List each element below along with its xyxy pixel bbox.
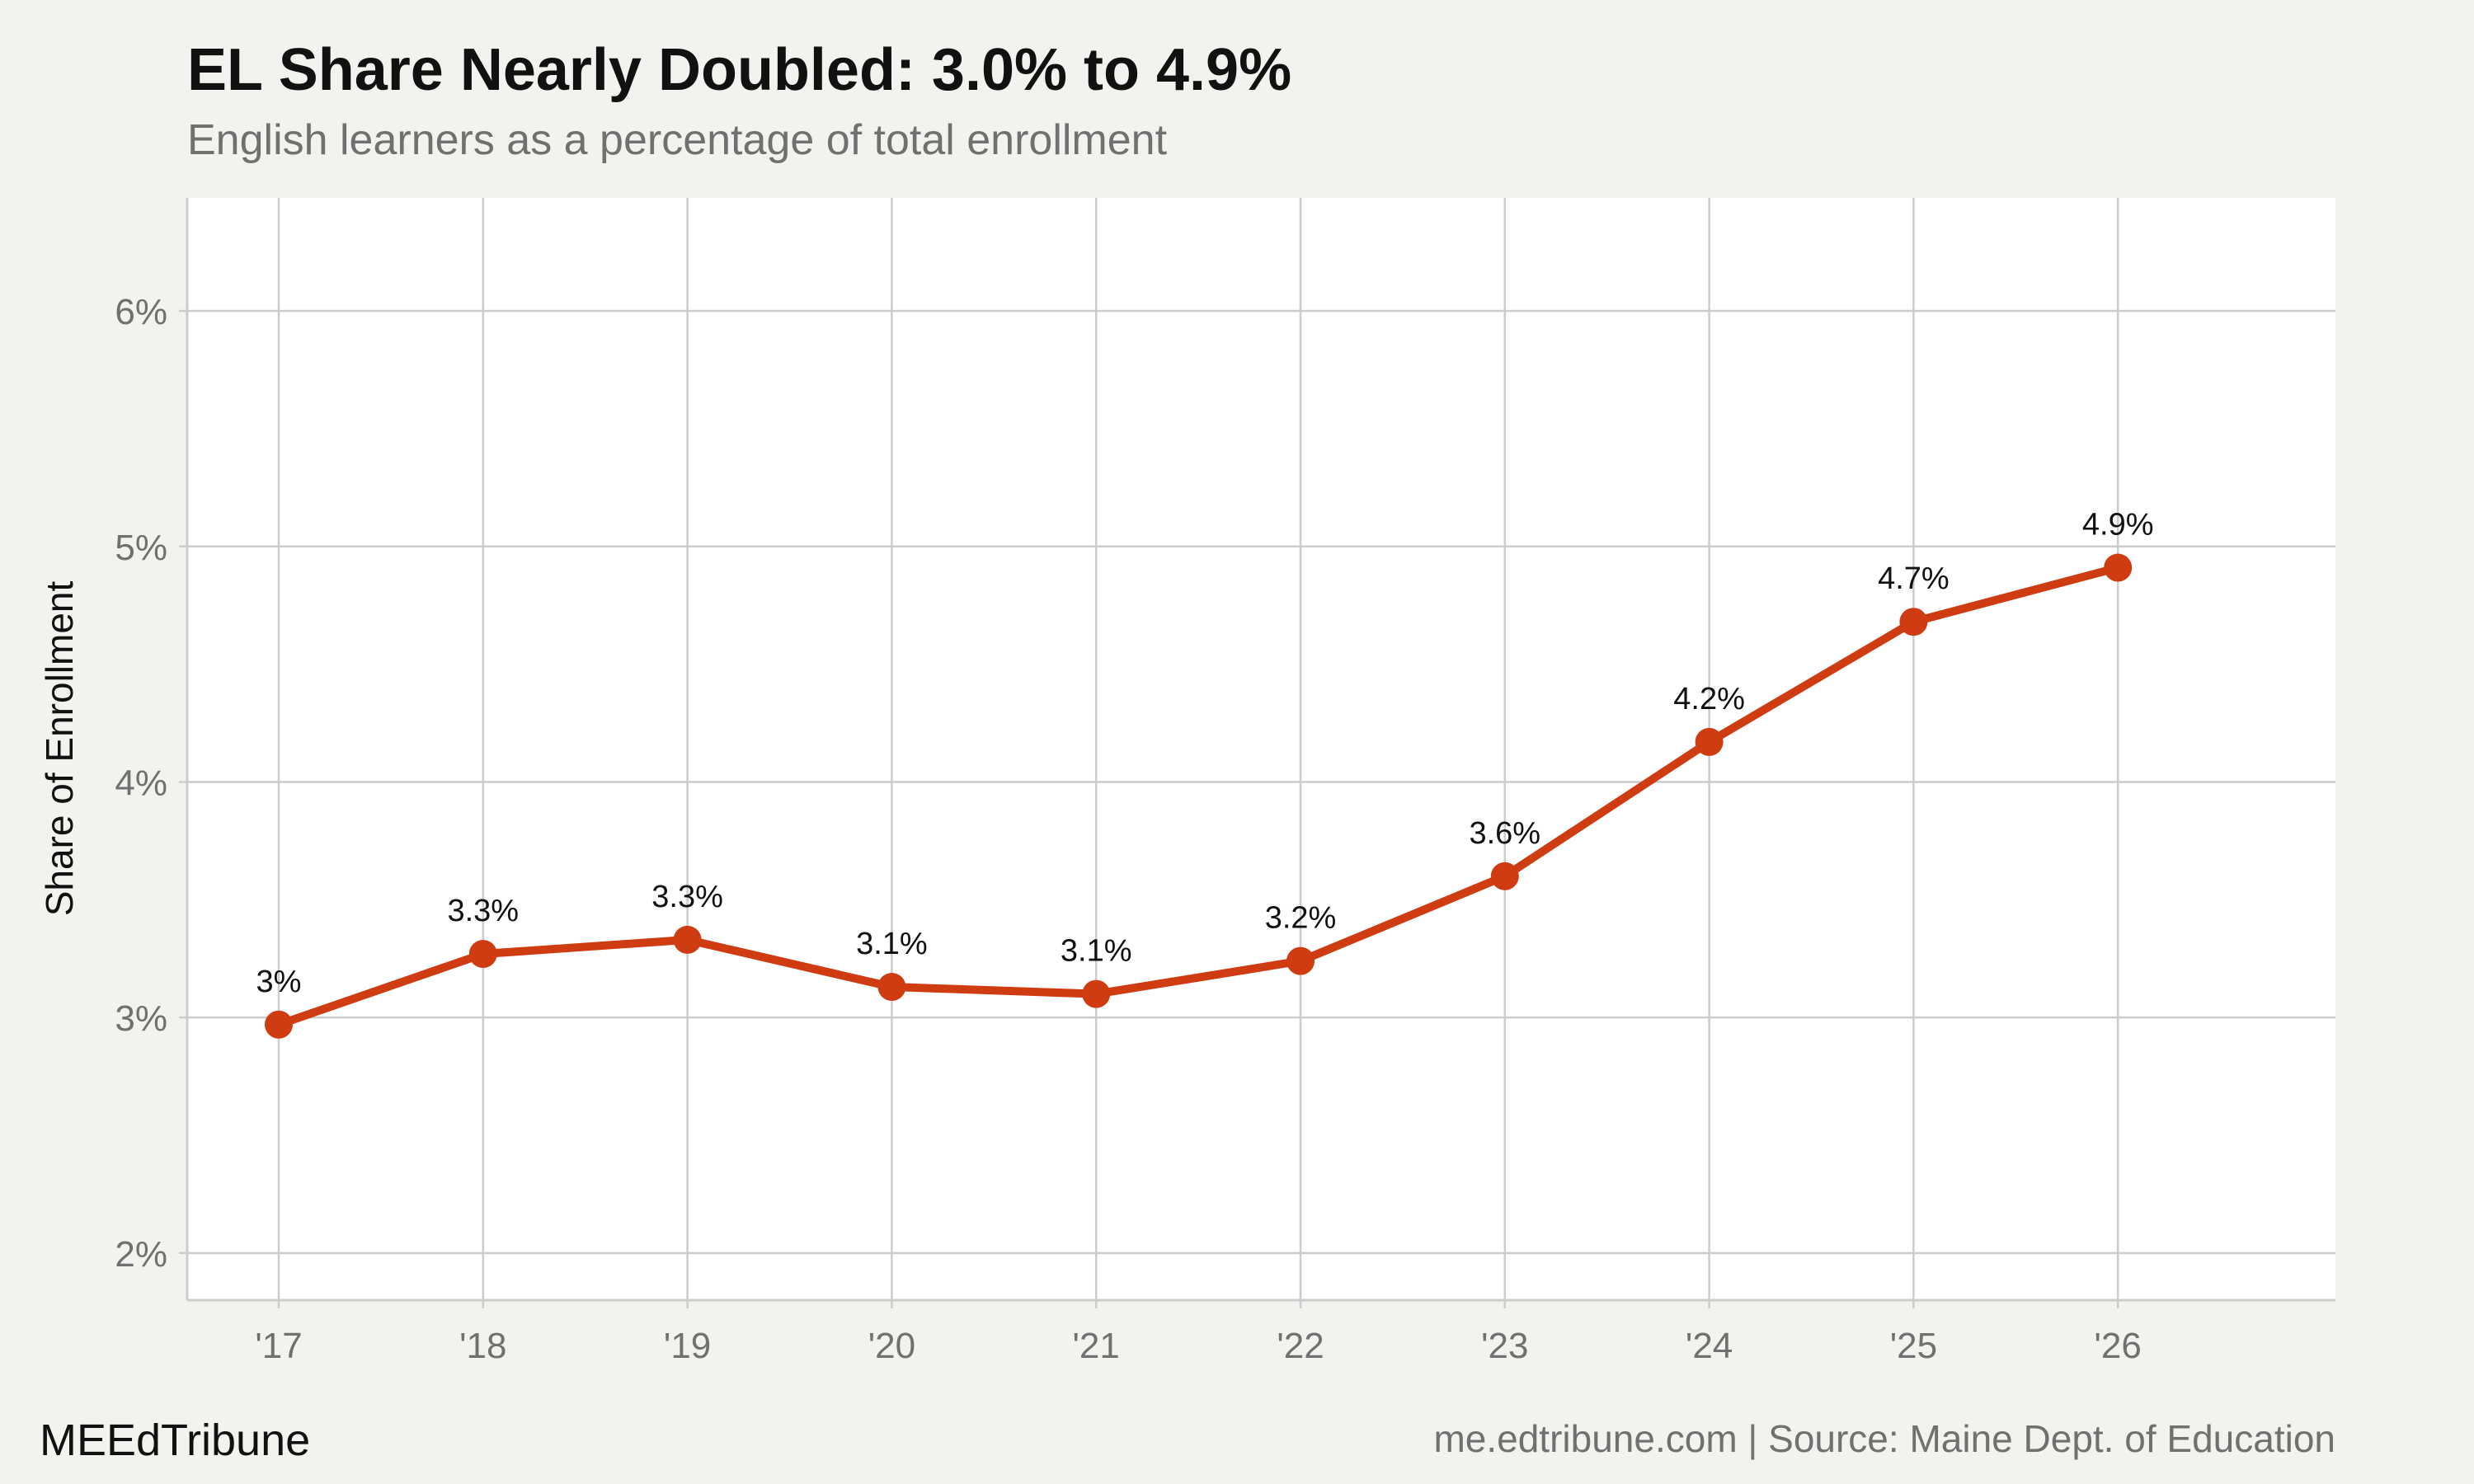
chart-title: EL Share Nearly Doubled: 3.0% to 4.9% — [187, 37, 1292, 103]
x-tick-label: '21 — [1073, 1326, 1120, 1366]
x-tick-label: '23 — [1481, 1326, 1528, 1366]
data-point — [1899, 608, 1928, 636]
data-label: 4.9% — [2082, 508, 2154, 542]
data-label: 3.1% — [856, 927, 928, 961]
plot-panel — [187, 198, 2335, 1300]
y-axis-label: Share of Enrollment — [38, 580, 81, 917]
data-label: 3.6% — [1469, 816, 1540, 851]
data-point — [877, 973, 906, 1002]
data-point — [1082, 979, 1111, 1008]
series-line — [275, 563, 2123, 1029]
y-tick-label: 6% — [115, 292, 167, 332]
x-tick-label: '24 — [1686, 1326, 1733, 1366]
brand-logo-text: MEEdTribune — [40, 1416, 311, 1465]
x-tick-label: '18 — [459, 1326, 506, 1366]
x-tick-label: '26 — [2095, 1326, 2142, 1366]
data-point — [265, 1010, 293, 1039]
data-point — [468, 940, 497, 969]
data-label: 3.3% — [651, 880, 723, 914]
data-label: 4.7% — [1878, 561, 1950, 596]
data-label: 3.1% — [1061, 934, 1132, 969]
y-tick-label: 4% — [115, 763, 167, 803]
chart-subtitle: English learners as a percentage of tota… — [187, 116, 1168, 164]
y-tick-label: 2% — [115, 1234, 167, 1275]
y-tick-label: 3% — [115, 998, 167, 1039]
data-label: 4.2% — [1673, 682, 1745, 716]
x-tick-label: '17 — [255, 1326, 302, 1366]
data-label: 3.2% — [1265, 901, 1337, 936]
data-point — [1695, 727, 1724, 756]
data-point — [1490, 862, 1519, 890]
x-tick-label: '22 — [1277, 1326, 1324, 1366]
data-label: 3% — [256, 965, 302, 999]
data-point — [2104, 553, 2133, 582]
data-label: 3.3% — [447, 894, 519, 928]
data-point — [673, 925, 702, 954]
y-tick-label: 5% — [115, 528, 167, 568]
x-tick-label: '25 — [1890, 1326, 1937, 1366]
x-tick-label: '20 — [868, 1326, 915, 1366]
source-credit: me.edtribune.com | Source: Maine Dept. o… — [1433, 1417, 2335, 1460]
x-tick-label: '19 — [664, 1326, 711, 1366]
data-point — [1286, 946, 1315, 975]
